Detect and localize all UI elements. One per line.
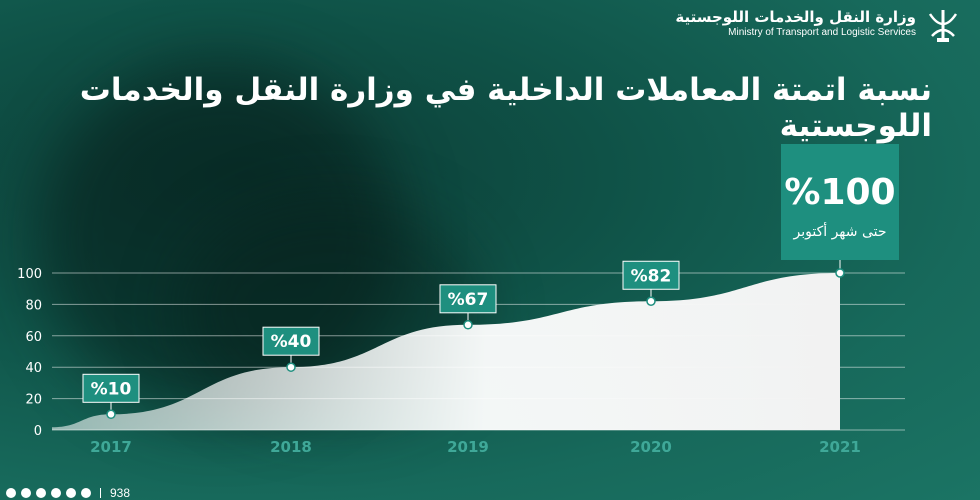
y-tick-label: 0 (34, 424, 42, 439)
linkedin-icon[interactable] (81, 488, 91, 498)
data-label: %82 (631, 266, 672, 286)
data-point (835, 268, 845, 278)
area-fill (52, 273, 840, 430)
y-tick-label: 60 (25, 330, 42, 345)
ministry-name-english: Ministry of Transport and Logistic Servi… (728, 27, 916, 38)
y-tick-label: 100 (17, 267, 42, 282)
data-point (286, 362, 296, 372)
facebook-icon[interactable] (21, 488, 31, 498)
ministry-name: وزارة النقل والخدمات اللوجستية Ministry … (675, 8, 916, 40)
data-label: %67 (448, 290, 489, 310)
ministry-name-arabic: وزارة النقل والخدمات اللوجستية (675, 8, 916, 26)
y-tick-label: 40 (25, 361, 42, 376)
y-tick-label: 20 (25, 393, 42, 408)
footer-divider (100, 488, 101, 498)
hotline-number: 938 (110, 486, 131, 500)
data-label-box (262, 326, 320, 356)
data-label: %40 (271, 332, 312, 352)
footer: 938 (6, 486, 130, 500)
youtube-icon[interactable] (66, 488, 76, 498)
highlight-box (781, 144, 899, 260)
ministry-emblem-icon (928, 10, 958, 42)
data-point (463, 320, 473, 330)
x-tick-label: 2021 (819, 438, 861, 456)
x-tick-label: 2020 (630, 438, 672, 456)
x-tick-label: 2018 (270, 438, 312, 456)
x-tick-label: 2017 (90, 438, 132, 456)
y-tick-label: 80 (25, 298, 42, 313)
ministry-header: وزارة النقل والخدمات اللوجستية Ministry … (675, 4, 962, 44)
chart-title: نسبة اتمتة المعاملات الداخلية في وزارة ا… (79, 72, 932, 144)
data-label: %10 (91, 379, 132, 399)
twitter-icon[interactable] (51, 488, 61, 498)
instagram-icon[interactable] (36, 488, 46, 498)
data-label-box (439, 284, 497, 314)
data-point (106, 409, 116, 420)
snapchat-icon[interactable] (6, 488, 16, 498)
data-point (646, 296, 656, 307)
x-tick-label: 2019 (447, 438, 489, 456)
highlight-note: حتى شهر أكتوبر (793, 222, 887, 240)
highlight-value: %100 (784, 172, 895, 213)
